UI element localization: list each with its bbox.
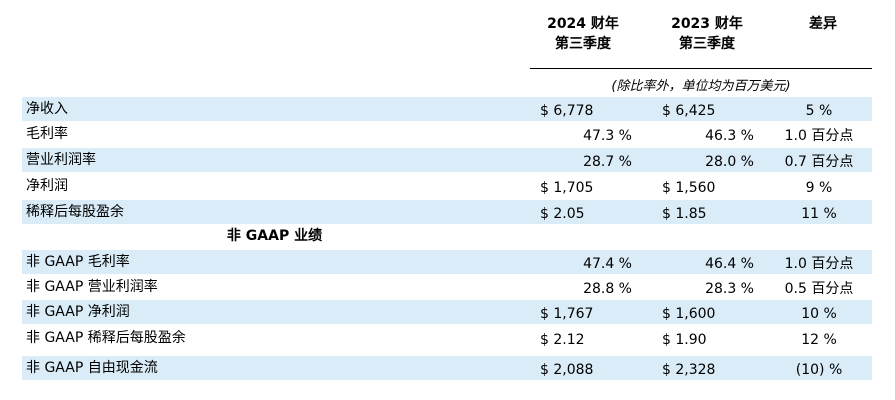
table-row: 非 GAAP 营业利润率 28.8 % 28.3 % 0.5 百分点	[22, 275, 872, 299]
row-label: 稀释后每股盈余	[26, 204, 124, 220]
column-header-fy2024-q3: 2024 财年 第三季度	[530, 14, 636, 54]
cell-fy2023: $ 1.90	[662, 332, 707, 348]
cell-fy2023: $ 6,425	[662, 103, 716, 119]
table-row: 稀释后每股盈余 $ 2.05 $ 1.85 11 %	[22, 200, 872, 224]
cell-difference: (10) %	[795, 362, 843, 378]
cell-fy2023: 28.0 %	[705, 154, 754, 170]
table-row: 净收入 $ 6,778 $ 6,425 5 %	[22, 97, 872, 121]
header-rule	[530, 68, 872, 69]
cell-difference: 0.7 百分点	[784, 154, 854, 170]
cell-fy2024: 47.4 %	[583, 256, 632, 272]
cell-fy2024: $ 1,705	[540, 180, 594, 196]
cell-fy2024: $ 2.05	[540, 206, 585, 222]
unit-note: (除比率外，单位均为百万美元)	[611, 79, 791, 94]
cell-difference: 1.0 百分点	[784, 256, 854, 272]
table-row: 非 GAAP 毛利率 47.4 % 46.4 % 1.0 百分点	[22, 250, 872, 274]
cell-fy2024: $ 6,778	[540, 103, 594, 119]
cell-difference: 5 %	[805, 103, 833, 119]
row-label: 非 GAAP 毛利率	[26, 254, 130, 270]
cell-fy2024: $ 2,088	[540, 362, 594, 378]
row-label: 非 GAAP 自由现金流	[26, 360, 158, 376]
column-header-line: 差异	[809, 16, 837, 32]
row-label: 营业利润率	[26, 152, 96, 168]
column-header-line: 2023 财年	[671, 16, 743, 32]
row-label: 非 GAAP 稀释后每股盈余	[26, 330, 186, 346]
cell-difference: 0.5 百分点	[784, 281, 854, 297]
cell-fy2023: 46.3 %	[705, 128, 754, 144]
cell-fy2023: 46.4 %	[705, 256, 754, 272]
cell-fy2023: $ 1,560	[662, 180, 716, 196]
table-row: 净利润 $ 1,705 $ 1,560 9 %	[22, 174, 872, 198]
row-label: 净收入	[26, 101, 68, 117]
column-header-difference: 差异	[768, 14, 878, 34]
cell-difference: 10 %	[801, 306, 837, 322]
column-header-line: 第三季度	[679, 36, 735, 52]
row-label: 毛利率	[26, 126, 68, 142]
table-row: 毛利率 47.3 % 46.3 % 1.0 百分点	[22, 122, 872, 146]
non-gaap-section-title: 非 GAAP 业绩	[226, 228, 323, 244]
row-label: 非 GAAP 净利润	[26, 304, 130, 320]
cell-difference: 12 %	[801, 332, 837, 348]
table-row: 营业利润率 28.7 % 28.0 % 0.7 百分点	[22, 148, 872, 172]
cell-fy2023: $ 1.85	[662, 206, 707, 222]
table-row: 非 GAAP 净利润 $ 1,767 $ 1,600 10 %	[22, 300, 872, 324]
cell-fy2024: 47.3 %	[583, 128, 632, 144]
cell-difference: 11 %	[801, 206, 837, 222]
cell-difference: 1.0 百分点	[784, 128, 854, 144]
cell-fy2023: $ 1,600	[662, 306, 716, 322]
column-header-line: 第三季度	[555, 36, 611, 52]
cell-difference: 9 %	[805, 180, 833, 196]
row-label: 非 GAAP 营业利润率	[26, 279, 158, 295]
table-row: 非 GAAP 稀释后每股盈余 $ 2.12 $ 1.90 12 %	[22, 326, 872, 350]
cell-fy2024: $ 1,767	[540, 306, 594, 322]
column-header-fy2023-q3: 2023 财年 第三季度	[652, 14, 762, 54]
cell-fy2023: $ 2,328	[662, 362, 716, 378]
cell-fy2023: 28.3 %	[705, 281, 754, 297]
cell-fy2024: $ 2.12	[540, 332, 585, 348]
column-header-line: 2024 财年	[547, 16, 619, 32]
table-row: 非 GAAP 自由现金流 $ 2,088 $ 2,328 (10) %	[22, 356, 872, 380]
cell-fy2024: 28.7 %	[583, 154, 632, 170]
row-label: 净利润	[26, 178, 68, 194]
cell-fy2024: 28.8 %	[583, 281, 632, 297]
